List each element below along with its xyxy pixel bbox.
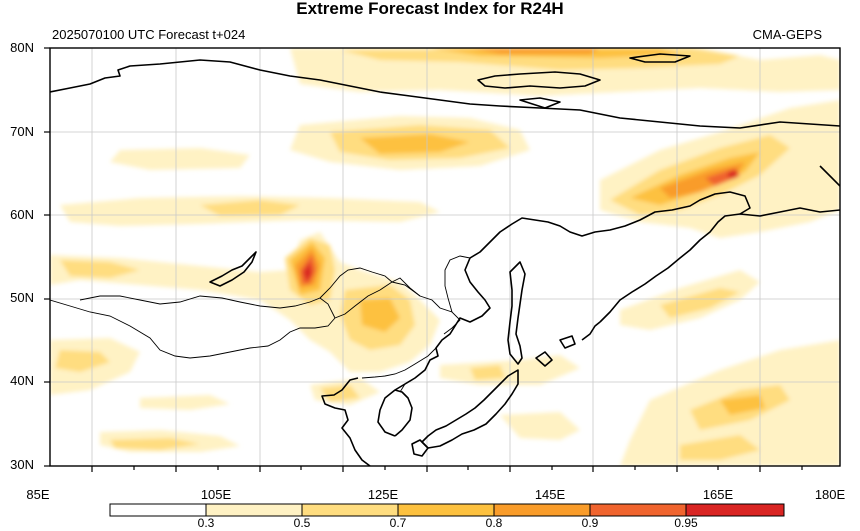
x-tick-label-145e: 145E: [534, 487, 566, 502]
country-borders: [50, 255, 471, 393]
y-tick-label-30n: 30N: [10, 457, 34, 472]
colorbar-label-0-7: 0.7: [389, 516, 407, 530]
colorbar-label-0-95: 0.95: [674, 516, 698, 530]
y-tick-label-70n: 70N: [10, 124, 34, 139]
colorbar-bin-1: [110, 504, 206, 516]
colorbar-bin-7: [686, 504, 784, 516]
y-tick-label-50n: 50N: [10, 290, 34, 305]
tick-marks: [44, 47, 803, 472]
colorbar-label-0-9: 0.9: [581, 516, 599, 530]
colorbar-bin-5: [494, 504, 590, 516]
colorbar-label-0-3: 0.3: [197, 516, 215, 530]
map-frame: [49, 47, 841, 467]
colorbar-bin-4: [398, 504, 494, 516]
colorbar-label-0-8: 0.8: [485, 516, 503, 530]
colorbar-bin-2: [206, 504, 302, 516]
map-title: Extreme Forecast Index for R24H: [296, 0, 564, 18]
model-name-label: CMA-GEPS: [752, 27, 822, 42]
x-tick-label-180e: 180E: [814, 487, 846, 502]
x-tick-label-105e: 105E: [200, 487, 232, 502]
graticule: [50, 48, 840, 466]
x-tick-label-165e: 165E: [702, 487, 734, 502]
efi-shading: [50, 48, 840, 466]
colorbar-bin-3: [302, 504, 398, 516]
colorbar: [109, 503, 785, 517]
forecast-time-label: 2025070100 UTC Forecast t+024: [52, 27, 246, 42]
colorbar-bin-6: [590, 504, 686, 516]
y-tick-label-40n: 40N: [10, 373, 34, 388]
y-tick-label-60n: 60N: [10, 207, 34, 222]
y-tick-label-80n: 80N: [10, 40, 34, 55]
colorbar-label-0-5: 0.5: [293, 516, 311, 530]
x-tick-label-125e: 125E: [367, 487, 399, 502]
x-tick-label-85e: 85E: [26, 487, 50, 502]
